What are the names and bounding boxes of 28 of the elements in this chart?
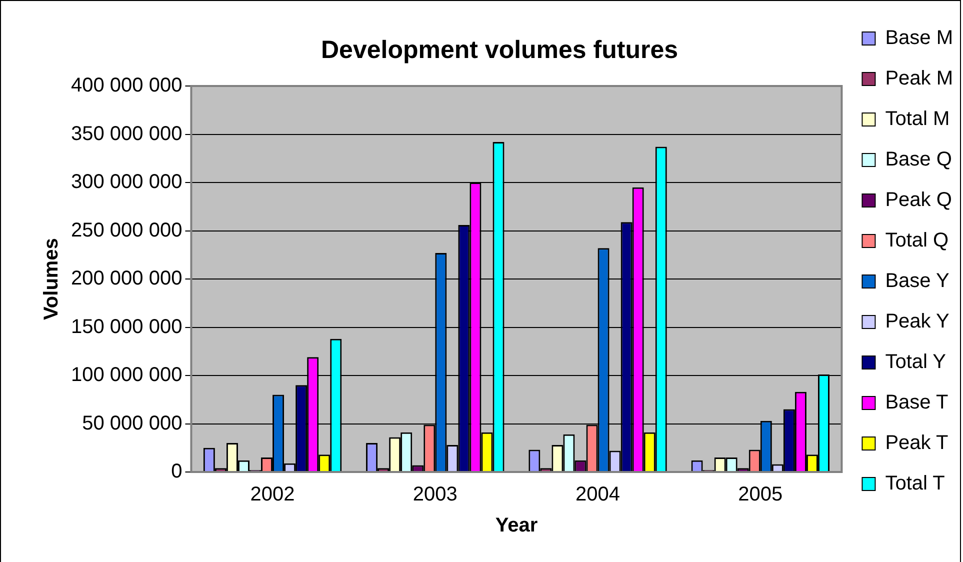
legend-label: Base T xyxy=(885,392,948,414)
y-tick-label: 150 000 000 xyxy=(70,316,182,338)
legend-label: Total Q xyxy=(885,230,949,252)
y-tick-label: 400 000 000 xyxy=(70,74,182,97)
chart-title: Development volumes futures xyxy=(320,36,678,64)
legend-label: Base M xyxy=(885,27,954,50)
y-tick-label: 100 000 000 xyxy=(70,364,182,386)
legend-label: Peak M xyxy=(885,68,954,90)
y-tick-label: 350 000 000 xyxy=(70,122,182,145)
x-tick-label: 2004 xyxy=(576,484,620,506)
legend-label: Total M xyxy=(885,108,950,130)
y-axis-title: Volumes xyxy=(40,238,63,320)
legend-label: Peak T xyxy=(885,432,948,454)
legend-label: Total T xyxy=(885,472,945,495)
legend-label: Base Y xyxy=(885,270,950,292)
x-axis-title: Year xyxy=(495,514,538,537)
y-tick-label: 250 000 000 xyxy=(70,219,182,242)
y-tick-label: 50 000 000 xyxy=(82,412,182,434)
y-tick-label: 300 000 000 xyxy=(70,171,182,194)
x-tick-label: 2002 xyxy=(250,484,295,506)
y-tick-label: 0 xyxy=(171,460,182,483)
x-tick-label: 2005 xyxy=(738,484,783,506)
legend-label: Peak Y xyxy=(885,310,950,333)
y-tick-label: 200 000 000 xyxy=(70,268,182,290)
x-tick-label: 2003 xyxy=(412,484,458,506)
legend-label: Total Y xyxy=(885,351,946,374)
legend-label: Peak Q xyxy=(885,189,952,212)
legend-label: Base Q xyxy=(885,148,952,171)
